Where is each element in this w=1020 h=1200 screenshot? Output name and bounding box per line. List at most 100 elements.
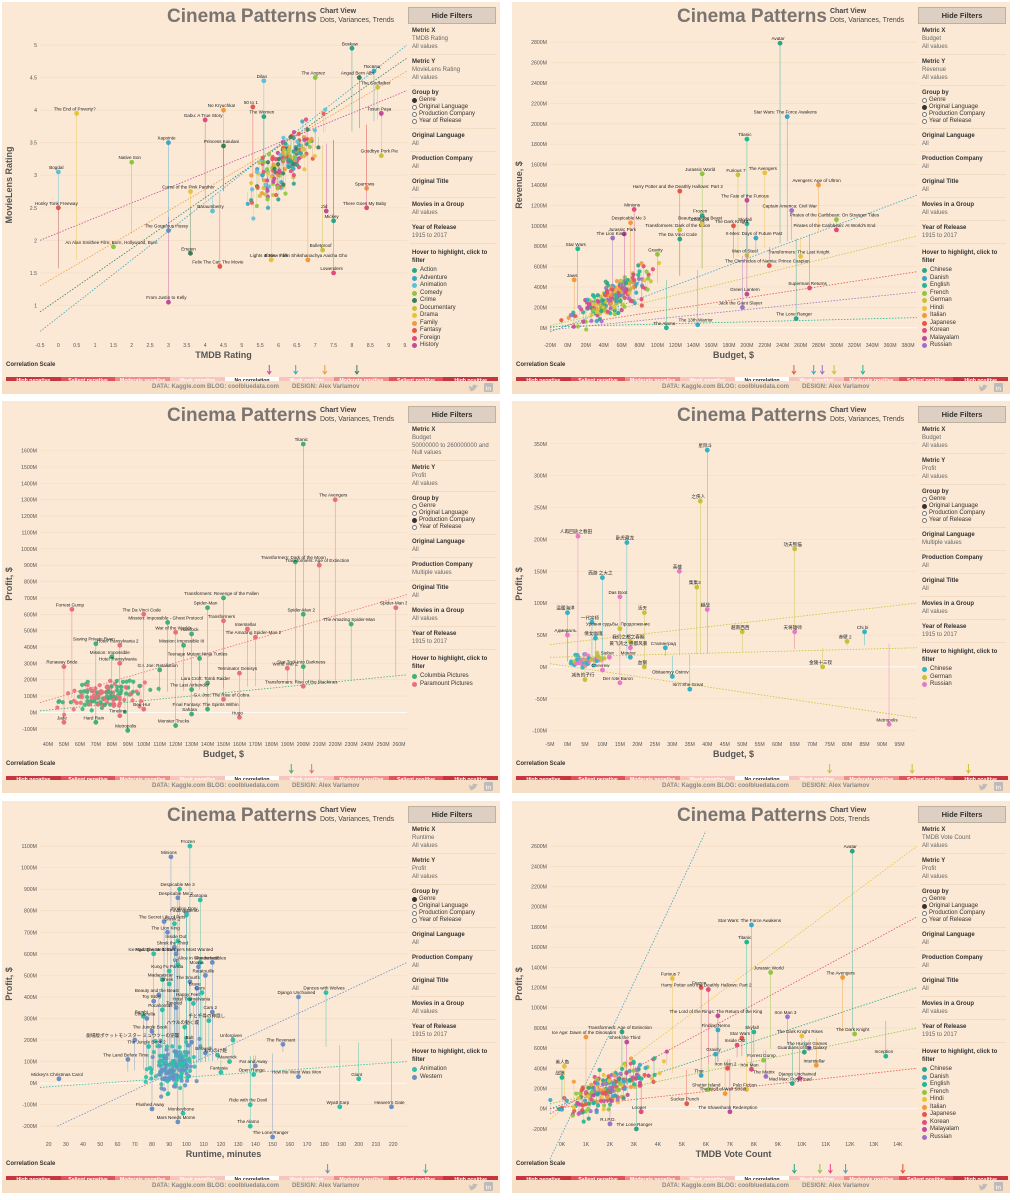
data-point[interactable] bbox=[107, 678, 113, 683]
data-point[interactable] bbox=[143, 1074, 149, 1080]
filter-production-company[interactable]: Production Company All bbox=[920, 953, 1006, 974]
data-point[interactable] bbox=[170, 1072, 175, 1078]
linkedin-icon[interactable]: in bbox=[484, 782, 494, 792]
footer-blog-link[interactable]: BLOG: coolbluedata.com bbox=[717, 1183, 790, 1189]
data-point[interactable] bbox=[320, 247, 325, 253]
data-point[interactable] bbox=[159, 1007, 165, 1013]
data-point[interactable] bbox=[622, 275, 627, 280]
data-point[interactable] bbox=[55, 169, 61, 175]
filter-year-of-release[interactable]: Year of Release 1915 to 2017 bbox=[410, 1022, 496, 1043]
data-point[interactable] bbox=[283, 191, 288, 196]
legend-item[interactable]: German bbox=[922, 297, 1004, 305]
data-point[interactable] bbox=[573, 314, 578, 319]
legend-item[interactable]: Adventure bbox=[412, 275, 494, 283]
data-point[interactable] bbox=[624, 1039, 630, 1045]
data-point[interactable] bbox=[618, 1071, 623, 1076]
data-point[interactable] bbox=[834, 227, 839, 233]
data-point[interactable] bbox=[587, 302, 592, 307]
data-point[interactable] bbox=[108, 690, 113, 695]
filter-original-language[interactable]: Original Language Multiple values bbox=[920, 530, 1006, 551]
data-point[interactable] bbox=[576, 660, 582, 666]
data-point[interactable] bbox=[252, 1063, 258, 1069]
metric-x-filter[interactable]: Metric X Budget 50000000 to 260000000 and … bbox=[410, 425, 496, 461]
data-point[interactable] bbox=[109, 694, 114, 699]
data-point[interactable] bbox=[100, 690, 105, 695]
data-point[interactable] bbox=[323, 990, 329, 996]
data-point[interactable] bbox=[186, 1056, 192, 1061]
data-point[interactable] bbox=[265, 188, 270, 193]
legend-item[interactable]: Animation bbox=[412, 1066, 494, 1074]
data-point[interactable] bbox=[122, 709, 127, 715]
data-point[interactable] bbox=[816, 182, 821, 188]
data-point[interactable] bbox=[590, 301, 595, 307]
data-point[interactable] bbox=[705, 987, 711, 992]
data-point[interactable] bbox=[165, 1079, 170, 1084]
data-point[interactable] bbox=[210, 208, 215, 214]
data-point[interactable] bbox=[162, 1056, 167, 1061]
radio-icon[interactable] bbox=[922, 897, 927, 902]
legend-item[interactable]: Japanese bbox=[922, 1111, 1004, 1119]
data-point[interactable] bbox=[589, 657, 594, 663]
radio-icon[interactable] bbox=[412, 98, 417, 103]
filter-original-title[interactable]: Original Title All bbox=[410, 583, 496, 604]
data-point[interactable] bbox=[619, 308, 624, 313]
data-point[interactable] bbox=[600, 575, 605, 581]
data-point[interactable] bbox=[595, 653, 600, 658]
data-point[interactable] bbox=[591, 1100, 596, 1105]
data-point[interactable] bbox=[849, 848, 855, 854]
data-point[interactable] bbox=[300, 147, 305, 152]
data-point[interactable] bbox=[181, 642, 187, 648]
data-point[interactable] bbox=[607, 1121, 613, 1127]
data-point[interactable] bbox=[852, 1031, 858, 1037]
data-point[interactable] bbox=[281, 135, 286, 140]
data-point[interactable] bbox=[731, 223, 736, 229]
data-point[interactable] bbox=[617, 626, 623, 632]
data-point[interactable] bbox=[177, 886, 182, 892]
data-point[interactable] bbox=[184, 1065, 189, 1071]
data-point[interactable] bbox=[89, 708, 94, 713]
data-point[interactable] bbox=[125, 1057, 131, 1062]
data-point[interactable] bbox=[278, 152, 283, 157]
data-point[interactable] bbox=[583, 1098, 588, 1103]
group-option-radio[interactable]: Genre bbox=[922, 496, 1004, 503]
data-point[interactable] bbox=[97, 683, 102, 688]
data-point[interactable] bbox=[56, 699, 61, 705]
data-point[interactable] bbox=[166, 1091, 171, 1096]
filter-original-language[interactable]: Original Language All bbox=[410, 537, 496, 558]
data-point[interactable] bbox=[66, 691, 71, 696]
data-point[interactable] bbox=[170, 1058, 176, 1064]
data-point[interactable] bbox=[766, 263, 772, 268]
data-point[interactable] bbox=[296, 165, 302, 170]
data-point[interactable] bbox=[582, 677, 588, 683]
data-point[interactable] bbox=[610, 235, 616, 241]
data-point[interactable] bbox=[633, 1126, 639, 1132]
data-point[interactable] bbox=[166, 968, 172, 974]
data-point[interactable] bbox=[261, 78, 267, 84]
data-point[interactable] bbox=[149, 1106, 155, 1112]
data-point[interactable] bbox=[583, 660, 589, 665]
group-option-radio[interactable]: Production Company bbox=[922, 910, 1004, 917]
data-point[interactable] bbox=[167, 1075, 172, 1080]
data-point[interactable] bbox=[566, 315, 571, 321]
data-point[interactable] bbox=[171, 944, 177, 950]
data-point[interactable] bbox=[749, 922, 754, 928]
data-point[interactable] bbox=[72, 688, 77, 693]
data-point[interactable] bbox=[371, 68, 377, 74]
data-point[interactable] bbox=[580, 1108, 585, 1113]
data-point[interactable] bbox=[579, 1088, 584, 1093]
footer-blog-link[interactable]: BLOG: coolbluedata.com bbox=[717, 783, 790, 789]
legend-item[interactable]: Japanese bbox=[922, 320, 1004, 328]
data-point[interactable] bbox=[164, 1069, 169, 1074]
radio-icon[interactable] bbox=[922, 518, 927, 523]
data-point[interactable] bbox=[117, 642, 123, 648]
data-point[interactable] bbox=[763, 1074, 769, 1079]
data-point[interactable] bbox=[183, 1083, 188, 1088]
data-point[interactable] bbox=[296, 156, 302, 161]
data-point[interactable] bbox=[607, 654, 612, 660]
data-point[interactable] bbox=[600, 667, 605, 673]
data-point[interactable] bbox=[639, 1076, 644, 1081]
data-point[interactable] bbox=[389, 1104, 394, 1110]
data-point[interactable] bbox=[585, 297, 590, 302]
data-point[interactable] bbox=[595, 1103, 601, 1108]
data-point[interactable] bbox=[559, 318, 564, 323]
